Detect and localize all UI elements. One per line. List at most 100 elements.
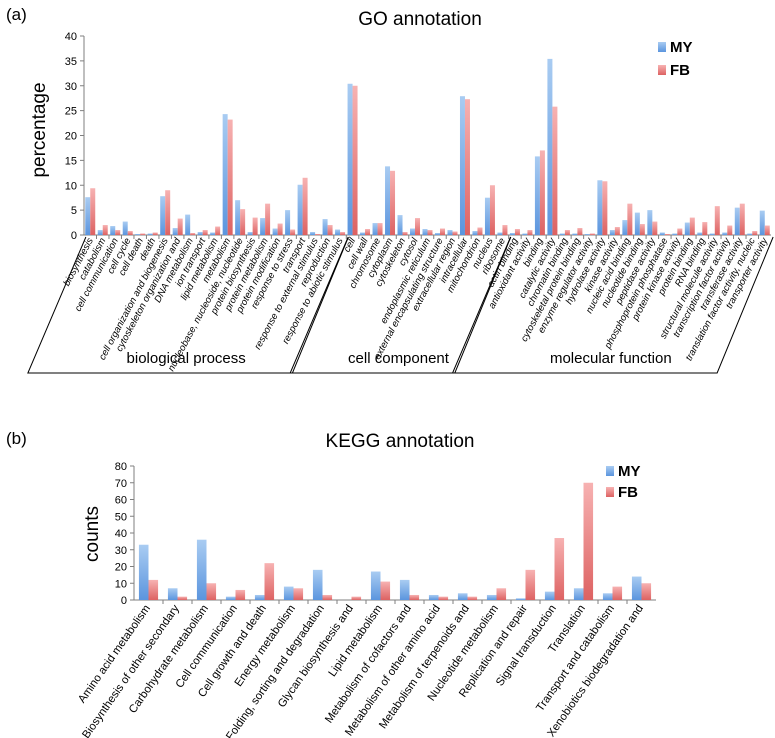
go-bar-my xyxy=(222,114,228,235)
go-group-bracket xyxy=(289,236,512,374)
go-bar-my xyxy=(147,233,153,235)
go-bar-fb xyxy=(564,230,570,235)
go-chart-title: GO annotation xyxy=(358,9,482,30)
go-bar-my xyxy=(759,210,765,235)
kegg-bars xyxy=(138,482,652,600)
go-bar-fb xyxy=(277,223,283,235)
go-bar-my xyxy=(672,233,678,235)
go-bar-fb xyxy=(614,227,620,235)
kegg-legend-label-my: MY xyxy=(618,463,641,480)
kegg-bar-my xyxy=(457,593,468,600)
go-bar-fb xyxy=(527,230,533,235)
go-y-axis: 0 5 10 15 20 25 30 35 40 xyxy=(65,31,771,242)
go-bar-my xyxy=(260,218,266,235)
go-bar-my xyxy=(722,232,728,235)
go-bar-my xyxy=(310,232,316,235)
kegg-bar-fb xyxy=(496,588,507,600)
kegg-bar-my xyxy=(631,576,642,600)
go-y-tick-label: 35 xyxy=(65,56,77,68)
go-bar-fb xyxy=(190,233,196,235)
kegg-bar-fb xyxy=(322,594,333,600)
go-y-tick-label: 40 xyxy=(65,31,77,43)
go-y-tick-label: 15 xyxy=(65,155,77,167)
kegg-bar-fb xyxy=(264,563,275,600)
go-bar-my xyxy=(634,212,640,235)
kegg-bar-my xyxy=(312,569,323,600)
go-annotation-chart: (a) GO annotation percentage 0 5 10 15 20 25 3… xyxy=(6,5,774,374)
go-bar-my xyxy=(509,233,515,235)
go-bar-my xyxy=(335,229,341,235)
go-bar-my xyxy=(247,232,253,235)
go-bar-my xyxy=(434,233,440,235)
kegg-bar-fb xyxy=(206,583,217,600)
go-bar-my xyxy=(347,83,353,235)
go-bar-my xyxy=(97,230,103,235)
go-bar-fb xyxy=(265,203,271,235)
go-bar-fb xyxy=(489,185,495,235)
go-bar-fb xyxy=(377,223,383,235)
go-bar-my xyxy=(547,58,553,236)
go-bar-fb xyxy=(539,150,545,235)
go-bar-fb xyxy=(402,232,408,235)
kegg-y-tick-label: 70 xyxy=(115,478,127,490)
go-bar-fb xyxy=(464,99,470,236)
go-bar-my xyxy=(285,210,291,235)
kegg-bar-my xyxy=(254,594,265,600)
go-bar-my xyxy=(697,232,703,235)
go-bar-my xyxy=(210,232,216,235)
go-bar-my xyxy=(235,200,241,235)
go-bar-my xyxy=(322,219,328,235)
kegg-panel-label: (b) xyxy=(6,429,27,448)
go-bar-my xyxy=(459,96,465,235)
kegg-y-tick-label: 80 xyxy=(115,461,127,473)
kegg-x-tick-label: Lipid metabolism xyxy=(327,603,385,679)
go-bar-my xyxy=(534,156,540,235)
go-y-tick-label: 5 xyxy=(71,205,77,217)
go-bar-fb xyxy=(365,229,371,235)
go-bar-fb xyxy=(390,170,396,235)
go-bar-fb xyxy=(764,225,770,235)
go-legend-label-fb: FB xyxy=(670,62,690,79)
go-bar-my xyxy=(584,234,590,235)
go-bar-my xyxy=(609,230,615,235)
kegg-bar-fb xyxy=(525,569,536,600)
go-bar-my xyxy=(484,197,490,235)
go-bar-my xyxy=(110,226,116,235)
go-group-bracket xyxy=(27,236,349,374)
go-bar-my xyxy=(472,231,478,235)
kegg-y-tick-label: 50 xyxy=(115,511,127,523)
go-bar-my xyxy=(422,229,428,235)
go-bar-my xyxy=(197,232,203,235)
go-bar-fb xyxy=(727,225,733,235)
go-panel-label: (a) xyxy=(6,5,27,24)
go-bar-my xyxy=(647,210,653,235)
go-bar-fb xyxy=(427,230,433,235)
go-bar-fb xyxy=(227,119,233,235)
kegg-bar-my xyxy=(370,571,381,600)
kegg-y-tick-label: 20 xyxy=(115,562,127,574)
kegg-bar-my xyxy=(573,588,584,600)
kegg-bar-my xyxy=(196,539,207,600)
go-bar-my xyxy=(135,234,141,235)
go-legend: MY FB xyxy=(658,39,693,79)
go-bar-my xyxy=(272,228,278,235)
go-bar-my xyxy=(734,207,740,235)
kegg-bar-my xyxy=(167,588,178,600)
kegg-y-tick-label: 40 xyxy=(115,528,127,540)
go-y-tick-label: 25 xyxy=(65,106,77,118)
go-legend-label-my: MY xyxy=(670,39,693,56)
go-bar-my xyxy=(360,232,366,235)
kegg-y-tick-label: 0 xyxy=(121,595,127,607)
go-bars xyxy=(85,58,770,236)
go-bar-fb xyxy=(327,225,333,235)
go-bar-my xyxy=(397,215,403,235)
kegg-legend-swatch-my xyxy=(606,466,614,476)
go-bar-fb xyxy=(240,209,246,235)
go-bar-my xyxy=(297,184,303,235)
go-bar-fb xyxy=(439,228,445,235)
go-bar-fb xyxy=(602,181,608,235)
go-bar-fb xyxy=(252,217,258,235)
kegg-bar-my xyxy=(544,591,555,600)
kegg-legend-label-fb: FB xyxy=(618,484,638,501)
go-bar-my xyxy=(747,233,753,235)
